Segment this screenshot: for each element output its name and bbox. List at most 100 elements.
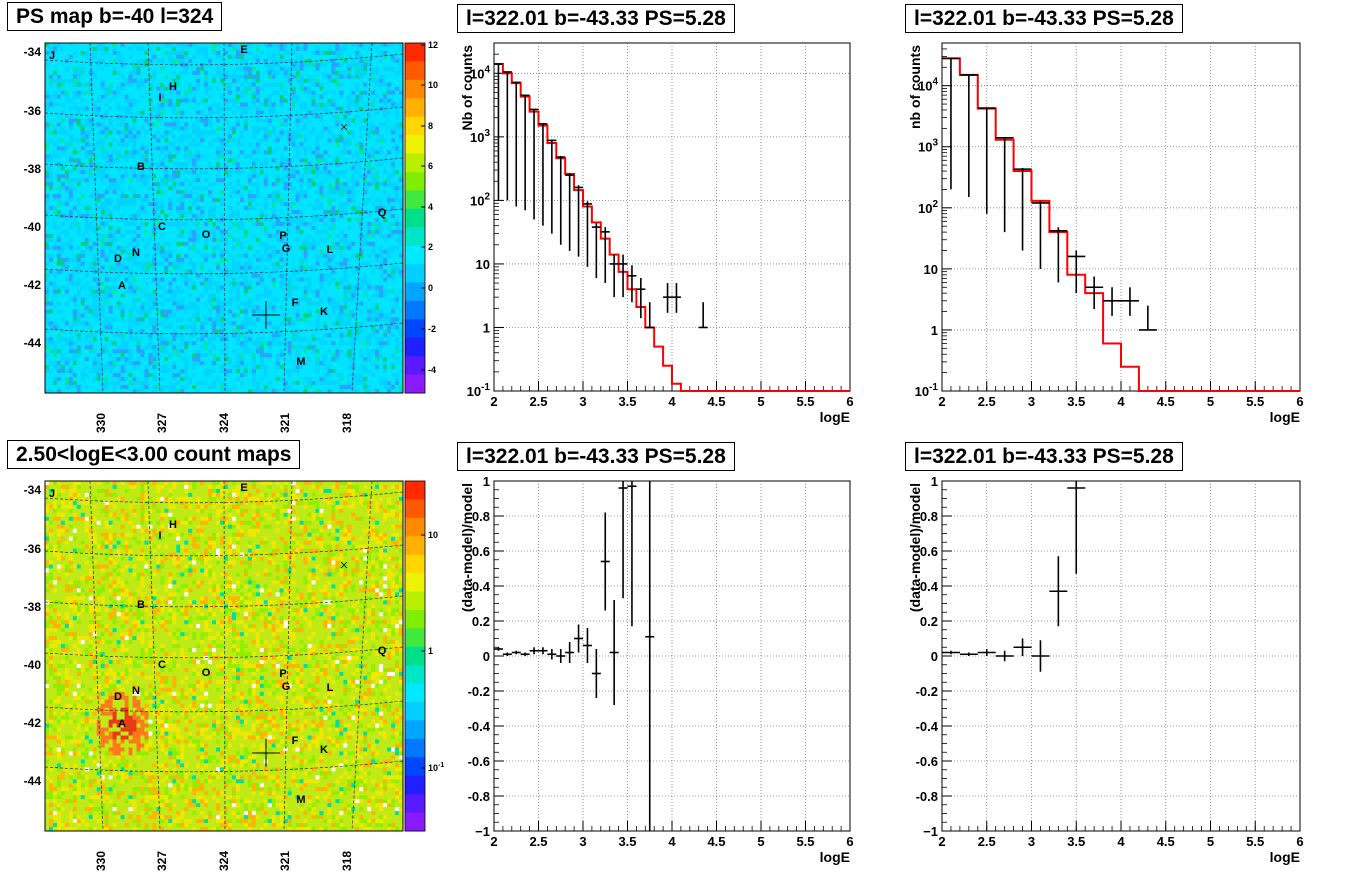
map-longitude-line: [89, 42, 104, 394]
source-label: A: [118, 718, 126, 730]
y-tick-label: 0.6: [920, 544, 938, 559]
y-tick-label: -0.4: [468, 719, 491, 734]
x-marker: [340, 123, 348, 131]
y-tick-label: 102: [470, 191, 490, 208]
count-map: -34 -36 -38 -40 -42 -44 330 327 324 321 318 J E HI B Q C…: [24, 480, 444, 871]
y-tick-label: 10: [476, 257, 490, 272]
map-longitude-line: [147, 480, 161, 832]
colorbar-frame: [404, 480, 426, 832]
source-label: C: [158, 659, 166, 671]
map-latitude-line: [44, 544, 404, 557]
x-tick-label: 4.5: [707, 834, 725, 849]
x-tick-label: 6: [846, 834, 853, 849]
target-position-marker: [252, 301, 280, 329]
y-tick-label: -0.6: [468, 754, 490, 769]
colorbar-tick-label: 6: [428, 161, 433, 171]
source-label: D: [114, 253, 122, 265]
x-tick-label: 5.5: [1246, 394, 1264, 409]
plot-top-middle: 2 2.5 3 3.5 4 4.5 5 5.5 610410310210110-1logENb …: [459, 42, 854, 425]
y-tick-label: 10: [924, 262, 938, 277]
plot-bottom-right: 2 2.5 3 3.5 4 4.5 5 5.5 6 1 0.8 0.6 0.4 0.2 0 -0.2 -0.4 -…: [907, 474, 1304, 865]
source-label: D: [114, 691, 122, 703]
source-label: G: [282, 681, 291, 693]
source-label: P: [279, 230, 286, 242]
y-tick-label: 102: [918, 199, 938, 216]
colorbar-tick-label: 12: [428, 40, 438, 50]
map-latitude-line: [44, 262, 404, 275]
y-tick-label: 0.8: [472, 509, 490, 524]
source-label: K: [320, 744, 328, 756]
map-y-tick-label: -42: [24, 716, 42, 730]
source-label: O: [202, 229, 211, 241]
map-y-tick-label: -40: [24, 220, 42, 234]
x-tick-label: 3: [579, 394, 586, 409]
colorbar-tick-label: 10-1: [428, 762, 444, 773]
plot-top-right: 2 2.5 3 3.5 4 4.5 5 5.5 610410310210110-1logEnb …: [907, 42, 1304, 425]
source-label: I: [158, 530, 161, 542]
y-tick-label: 0: [931, 649, 938, 664]
map-latitude-line: [44, 322, 404, 335]
source-label: H: [169, 519, 177, 531]
x-tick-label: 3: [1028, 394, 1035, 409]
source-label: A: [118, 280, 126, 292]
y-tick-label: −1: [475, 824, 490, 839]
colorbar-tick-label: 8: [428, 121, 433, 131]
map-y-tick-label: -36: [24, 542, 42, 556]
source-label: N: [132, 247, 140, 259]
spectrum-title-top-right: l=322.01 b=-43.33 PS=5.28: [905, 4, 1183, 33]
y-tick-label: 0.8: [920, 509, 938, 524]
source-label: P: [279, 668, 286, 680]
map-longitude-line: [351, 480, 373, 832]
source-label: F: [292, 735, 299, 747]
map-x-tick-label: 324: [217, 851, 231, 871]
y-tick-label: 1: [931, 474, 938, 489]
x-marker: [340, 561, 348, 569]
source-label: L: [327, 682, 334, 694]
map-top-title: PS map b=-40 l=324: [7, 2, 223, 31]
map-longitude-line: [351, 42, 373, 394]
x-axis-label: logE: [820, 849, 850, 865]
colorbar-tick-label: 0: [428, 283, 433, 293]
x-tick-label: 5.5: [1246, 834, 1264, 849]
y-tick-label: 0.4: [920, 579, 939, 594]
y-tick-label: 0.2: [920, 614, 938, 629]
y-axis-label: nb of counts: [907, 45, 923, 129]
y-tick-label: 10-1: [915, 382, 939, 399]
map-y-tick-label: -44: [24, 774, 42, 788]
map-y-tick-label: -38: [24, 162, 42, 176]
map-latitude-line: [44, 491, 404, 504]
y-tick-label: -0.2: [468, 684, 490, 699]
y-tick-label: 0: [483, 649, 490, 664]
x-tick-label: 3.5: [618, 394, 636, 409]
y-tick-label: 1: [483, 474, 490, 489]
y-tick-label: 1: [483, 320, 490, 335]
source-label: J: [49, 50, 55, 62]
map-x-tick-label: 318: [340, 851, 354, 871]
y-tick-label: 10-1: [467, 382, 491, 399]
plot-bottom-middle: 2 2.5 3 3.5 4 4.5 5 5.5 6 1 0.8 0.6 0.4 0.2 0 -0.2 -0.4 -…: [459, 474, 854, 865]
colorbar-tick-label: -4: [428, 365, 436, 375]
y-tick-label: 1: [931, 323, 938, 338]
y-tick-label: 103: [918, 138, 938, 155]
map-longitude-line: [283, 42, 293, 394]
x-tick-label: 2.5: [978, 834, 996, 849]
spectrum-plots: 2 2.5 3 3.5 4 4.5 5 5.5 610410310210110-1logENb …: [459, 42, 1304, 865]
x-tick-label: 5.5: [796, 394, 814, 409]
map-latitude-line: [44, 106, 404, 119]
x-tick-label: 6: [846, 394, 853, 409]
y-tick-label: -0.8: [916, 789, 938, 804]
source-label: O: [202, 667, 211, 679]
x-tick-label: 4.5: [1157, 394, 1175, 409]
map-latitude-line: [44, 595, 404, 608]
y-tick-label: −1: [923, 824, 938, 839]
map-latitude-line: [44, 700, 404, 713]
map-y-tick-label: -34: [24, 45, 42, 59]
map-y-tick-label: -36: [24, 104, 42, 118]
x-tick-label: 4.5: [1157, 834, 1175, 849]
x-tick-label: 2: [938, 394, 945, 409]
x-tick-label: 5: [757, 394, 764, 409]
spectrum-title-top-middle: l=322.01 b=-43.33 PS=5.28: [457, 4, 735, 33]
colorbar-tick-label: 10: [428, 80, 438, 90]
map-latitude-line: [44, 157, 404, 170]
x-tick-label: 3.5: [1067, 394, 1085, 409]
